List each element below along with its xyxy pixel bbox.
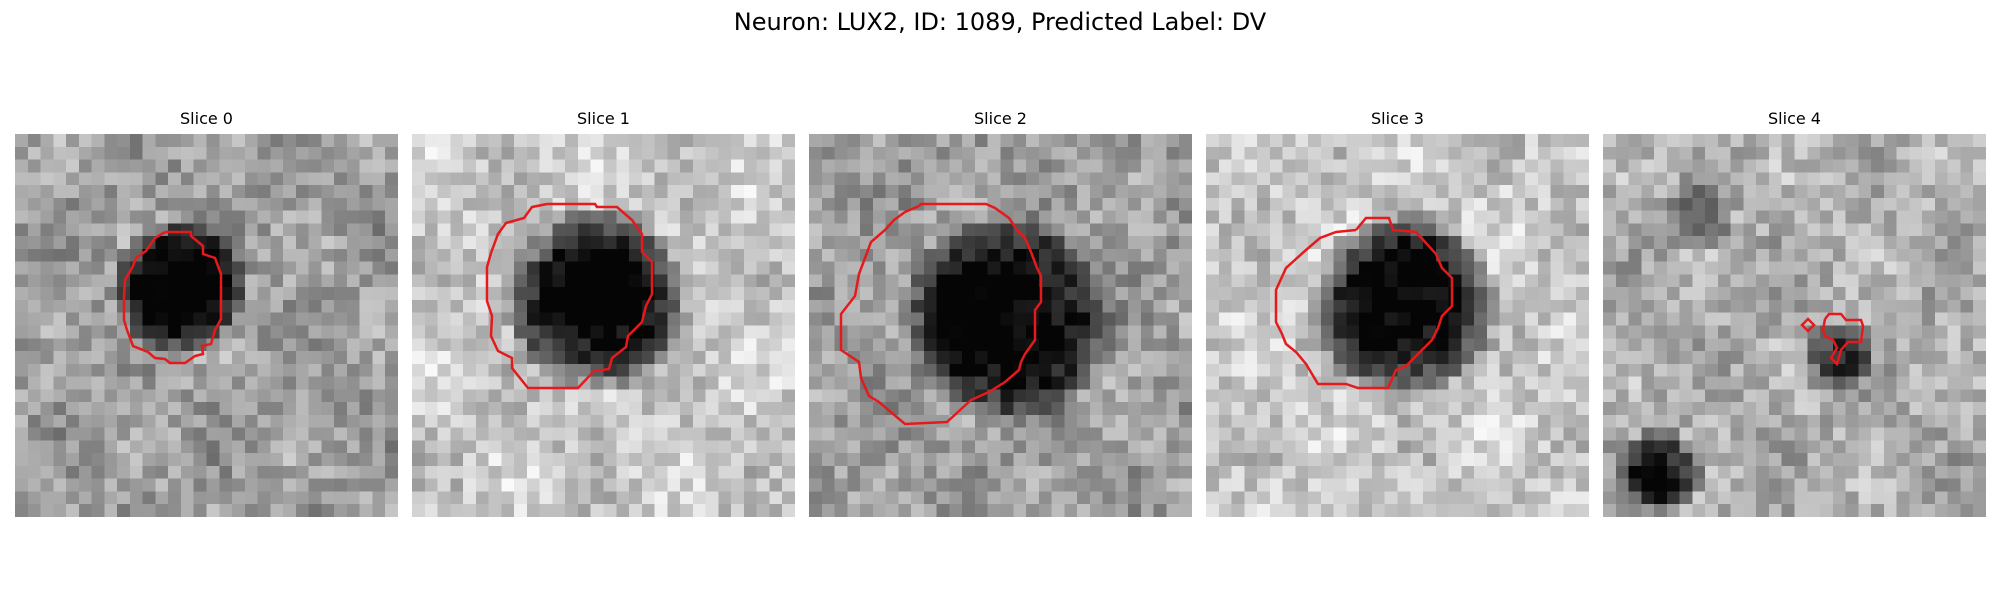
figure-title: Neuron: LUX2, ID: 1089, Predicted Label:…: [733, 8, 1267, 36]
roi-contour: [1800, 312, 1865, 367]
slice-image: [1603, 134, 1986, 517]
slice-title: Slice 3: [1371, 109, 1424, 128]
roi-contour: [485, 202, 654, 390]
roi-contour: [839, 202, 1043, 426]
slice-panel-0: Slice 0: [15, 109, 398, 517]
slice-image: [412, 134, 795, 517]
slice-title: Slice 2: [974, 109, 1027, 128]
slice-title: Slice 1: [577, 109, 630, 128]
roi-contour: [1274, 216, 1454, 390]
roi-contour: [122, 230, 223, 365]
slice-panel-4: Slice 4: [1603, 109, 1986, 517]
slice-image: [15, 134, 398, 517]
slice-panel-1: Slice 1: [412, 109, 795, 517]
slice-image: [809, 134, 1192, 517]
slice-title: Slice 4: [1768, 109, 1821, 128]
slice-panel-2: Slice 2: [809, 109, 1192, 517]
slice-image: [1206, 134, 1589, 517]
slice-title: Slice 0: [180, 109, 233, 128]
slice-panel-3: Slice 3: [1206, 109, 1589, 517]
